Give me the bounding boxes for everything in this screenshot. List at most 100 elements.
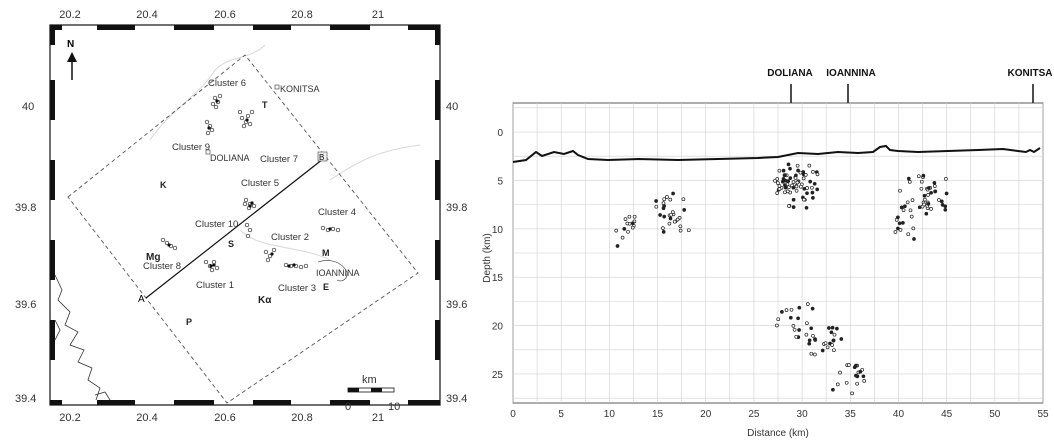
hypocenter-point (811, 170, 815, 174)
hypocenter-point (906, 232, 911, 237)
town-marker-konitsa (274, 84, 280, 90)
hypocenter-point (788, 166, 792, 171)
hypocenter-point (839, 337, 844, 341)
hypocenter-point (861, 374, 866, 379)
hypocenter-point (785, 189, 790, 194)
hypocenter-point (654, 204, 659, 209)
x-tick-25: 25 (748, 409, 760, 420)
section-grid (512, 103, 1044, 403)
hypocenter-point (804, 332, 809, 337)
x-tick-45: 45 (941, 409, 953, 420)
hypocenter-point (773, 178, 777, 183)
town-markers: DOLIANA IOANNINA KONITSA (767, 68, 1052, 79)
lat-tick-right-1: 40 (446, 101, 458, 113)
lake-pamvotis (317, 260, 348, 282)
town-label-konitsa: KONITSA (1008, 68, 1053, 79)
lat-tick-right-4: 39.4 (446, 393, 467, 405)
hypocenter-point (801, 176, 806, 181)
hypocenter-point (929, 190, 933, 195)
hypocenter-point (830, 343, 835, 347)
hypocenter-point (792, 327, 797, 332)
hypocenter-point (847, 363, 851, 367)
hypocenter-point (626, 229, 630, 234)
hypocenter-point (805, 302, 810, 306)
cluster-label-8: Cluster 8 (143, 261, 181, 272)
hypocenter-point (678, 228, 683, 233)
hypocenter-point (797, 305, 802, 310)
hypocenter-point (791, 205, 796, 209)
hypocenter-point (939, 199, 944, 204)
hypocenter-point (897, 221, 902, 226)
hypocenter-point (835, 382, 840, 387)
hypocenter-point (786, 185, 791, 190)
hypocenter-point (789, 307, 794, 312)
hypocenter-point (788, 176, 793, 180)
place-t: T (262, 100, 268, 110)
hypocenter-point (620, 235, 625, 240)
hypocenters (614, 162, 949, 396)
scale-unit: km (362, 374, 377, 386)
hypocenter-point (810, 306, 815, 311)
hypocenter-point (796, 168, 800, 173)
lon-tick-top-2: 20.4 (136, 9, 157, 21)
hypocenter-point (815, 187, 820, 192)
hypocenter-point (783, 190, 787, 195)
hypocenter-point (811, 333, 815, 338)
hypocenter-point (830, 325, 835, 330)
hypocenter-point (862, 379, 867, 383)
north-arrow-icon (67, 52, 77, 80)
north-label: N (67, 39, 74, 50)
hypocenter-point (850, 391, 854, 396)
hypocenter-point (933, 189, 937, 194)
hypocenter-point (906, 176, 911, 181)
y-tick-25: 25 (492, 370, 504, 381)
hypocenter-point (808, 179, 813, 184)
x-axis-label: Distance (km) (747, 428, 809, 439)
scale-bar (347, 387, 395, 393)
hypocenter-point (807, 163, 812, 168)
hypocenter-point (623, 217, 628, 221)
hypocenter-point (827, 326, 831, 330)
hypocenter-point (926, 193, 930, 197)
hypocenter-point (854, 363, 858, 368)
hypocenter-point (794, 188, 799, 193)
x-tick-0: 0 (510, 409, 516, 420)
cluster-label-10: Cluster 10 (195, 219, 238, 230)
hypocenter-point (805, 186, 809, 190)
hypocenter-point (654, 199, 658, 203)
y-tick-15: 15 (492, 273, 504, 284)
hypocenter-point (807, 338, 812, 343)
map-border-ticks (50, 25, 440, 405)
lon-tick-top-3: 20.6 (214, 9, 235, 21)
hypocenter-point (825, 345, 830, 350)
lon-tick-bottom-1: 20.2 (59, 412, 80, 424)
cluster-label-7: Cluster 7 (260, 154, 298, 165)
hypocenter-point (820, 348, 825, 353)
y-tick-10: 10 (492, 225, 504, 236)
hypocenter-point (775, 323, 779, 328)
town-label-doliana: DOLIANA (767, 68, 813, 79)
topography-profile (512, 144, 1041, 163)
hypocenter-point (911, 226, 916, 231)
hypocenter-point (665, 195, 669, 199)
hypocenter-point (943, 207, 948, 212)
hypocenter-point (916, 174, 921, 179)
hypocenter-point (921, 173, 926, 178)
hypocenter-point (791, 197, 796, 202)
hypocenter-point (791, 185, 796, 190)
hypocenter-point (783, 173, 787, 177)
hypocenter-point (909, 214, 914, 219)
hypocenter-point (910, 198, 915, 202)
epicenter-dense (167, 99, 332, 268)
town-marker-doliana (205, 149, 211, 155)
cluster-label-1: Cluster 1 (196, 280, 234, 291)
hypocenter-point (929, 207, 933, 211)
y-tick-0: 0 (497, 128, 503, 139)
hypocenter-point (893, 230, 898, 234)
lat-tick-left-3: 39.6 (15, 299, 36, 311)
hypocenter-point (662, 197, 667, 202)
hypocenter-point (899, 205, 904, 210)
lon-tick-bottom-3: 20.6 (214, 412, 235, 424)
hypocenter-point (924, 211, 929, 216)
y-tick-5: 5 (497, 176, 503, 187)
